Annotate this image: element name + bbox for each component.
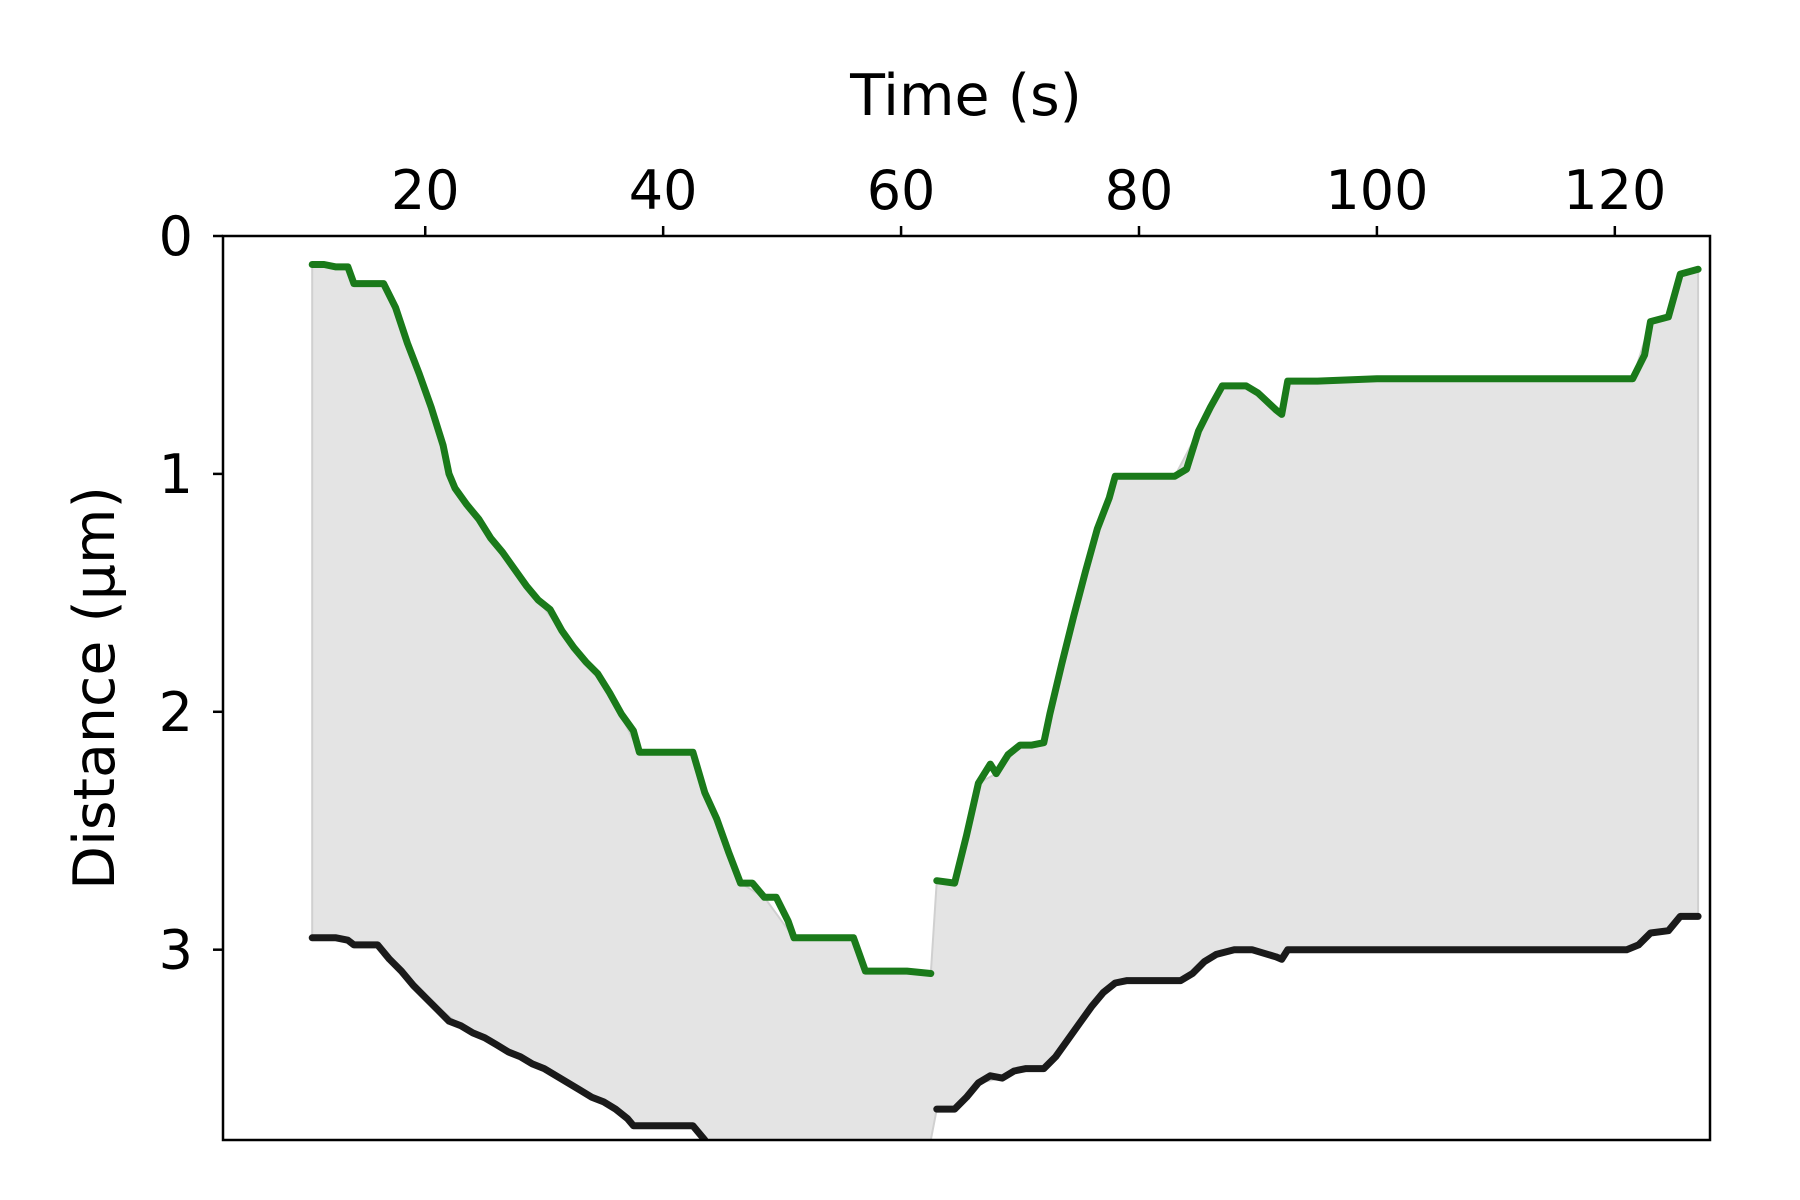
series-1-line-segment-1 [933, 912, 1702, 1113]
y-tick-label: 0 [159, 205, 193, 268]
x-tick-label: 80 [1105, 159, 1174, 222]
x-tick-label: 20 [391, 159, 460, 222]
y-axis-title: Distance (µm) [62, 486, 128, 890]
y-tick-label: 3 [159, 919, 193, 982]
x-tick-label: 40 [629, 159, 698, 222]
series-0-line-segment-1 [933, 265, 1702, 887]
plot-frame [221, 234, 1712, 1142]
x-tick-label: 120 [1563, 159, 1666, 222]
fill-between-area [311, 263, 1700, 1140]
fill-region-0 [311, 263, 1700, 1140]
x-axis-ticks: 20 40 60 80 100 120 [391, 159, 1666, 236]
series-1-line-segment-0 [308, 934, 709, 1140]
y-tick-label: 1 [159, 443, 193, 506]
y-axis-ticks: 0 1 2 3 [159, 205, 223, 982]
x-tick-label: 100 [1325, 159, 1428, 222]
series-0-line-segment-0 [308, 261, 935, 977]
y-tick-label: 2 [159, 681, 193, 744]
x-axis-title: Time (s) [849, 63, 1082, 129]
series-layer [308, 261, 1702, 1140]
x-tick-label: 60 [867, 159, 936, 222]
